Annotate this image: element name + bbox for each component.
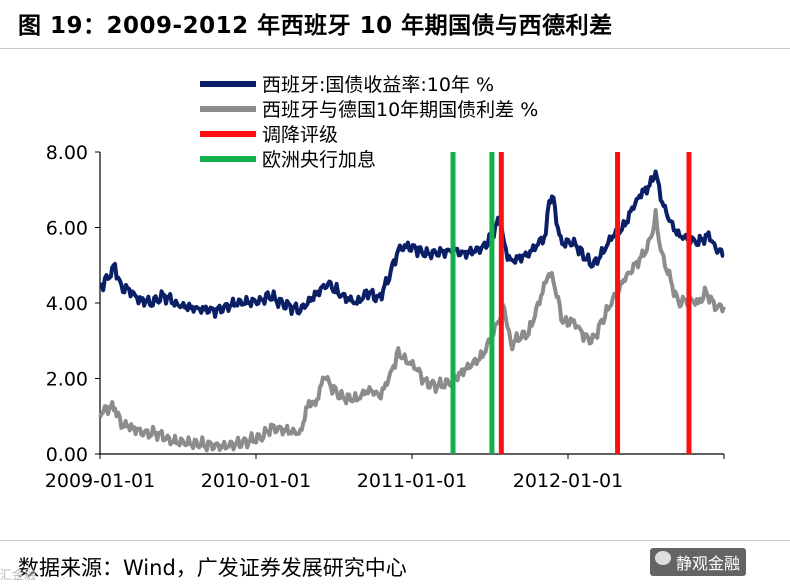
- x-tick-label: 2011-01-01: [357, 470, 467, 492]
- watermark-label: 静观金融: [676, 554, 741, 573]
- y-tick-label: 8.00: [46, 142, 88, 164]
- series-line-2: [98, 208, 726, 453]
- source-divider: [0, 540, 790, 541]
- x-tick-label: 2012-01-01: [513, 470, 623, 492]
- y-tick-label: 6.00: [46, 218, 88, 240]
- y-tick-label: 2.00: [46, 369, 88, 391]
- legend-label: 调降评级: [262, 124, 338, 146]
- wechat-icon: [655, 551, 671, 565]
- y-tick-label: 0.00: [46, 444, 88, 466]
- corner-watermark: 汇金融: [0, 568, 37, 582]
- source-note: 数据来源：Wind，广发证券发展研究中心: [18, 556, 407, 580]
- x-tick-label: 2009-01-01: [45, 470, 155, 492]
- legend-label: 西班牙:国债收益率:10年 %: [262, 74, 494, 96]
- chart-legend: 西班牙:国债收益率:10年 % 西班牙与德国10年期国债利差 % 调降评级欧洲央行加…: [200, 74, 538, 171]
- legend-label: 西班牙与德国10年期国债利差 %: [262, 99, 538, 121]
- watermark-badge: 静观金融: [650, 548, 747, 576]
- y-tick-label: 4.00: [46, 293, 88, 315]
- title-divider: [0, 48, 790, 49]
- line-chart: 0.00 2.00 4.00 6.00 8.00 2009-01-01 2010-01-01…: [45, 74, 726, 492]
- series-line-1: [99, 169, 725, 319]
- figure-title: 图 19：2009-2012 年西班牙 10 年期国债与西德利差: [18, 13, 613, 39]
- legend-label: 欧洲央行加息: [262, 149, 376, 171]
- x-tick-label: 2010-01-01: [201, 470, 311, 492]
- plot-area: 0.00 2.00 4.00 6.00 8.00 2009-01-01 2010-01-01…: [45, 142, 726, 492]
